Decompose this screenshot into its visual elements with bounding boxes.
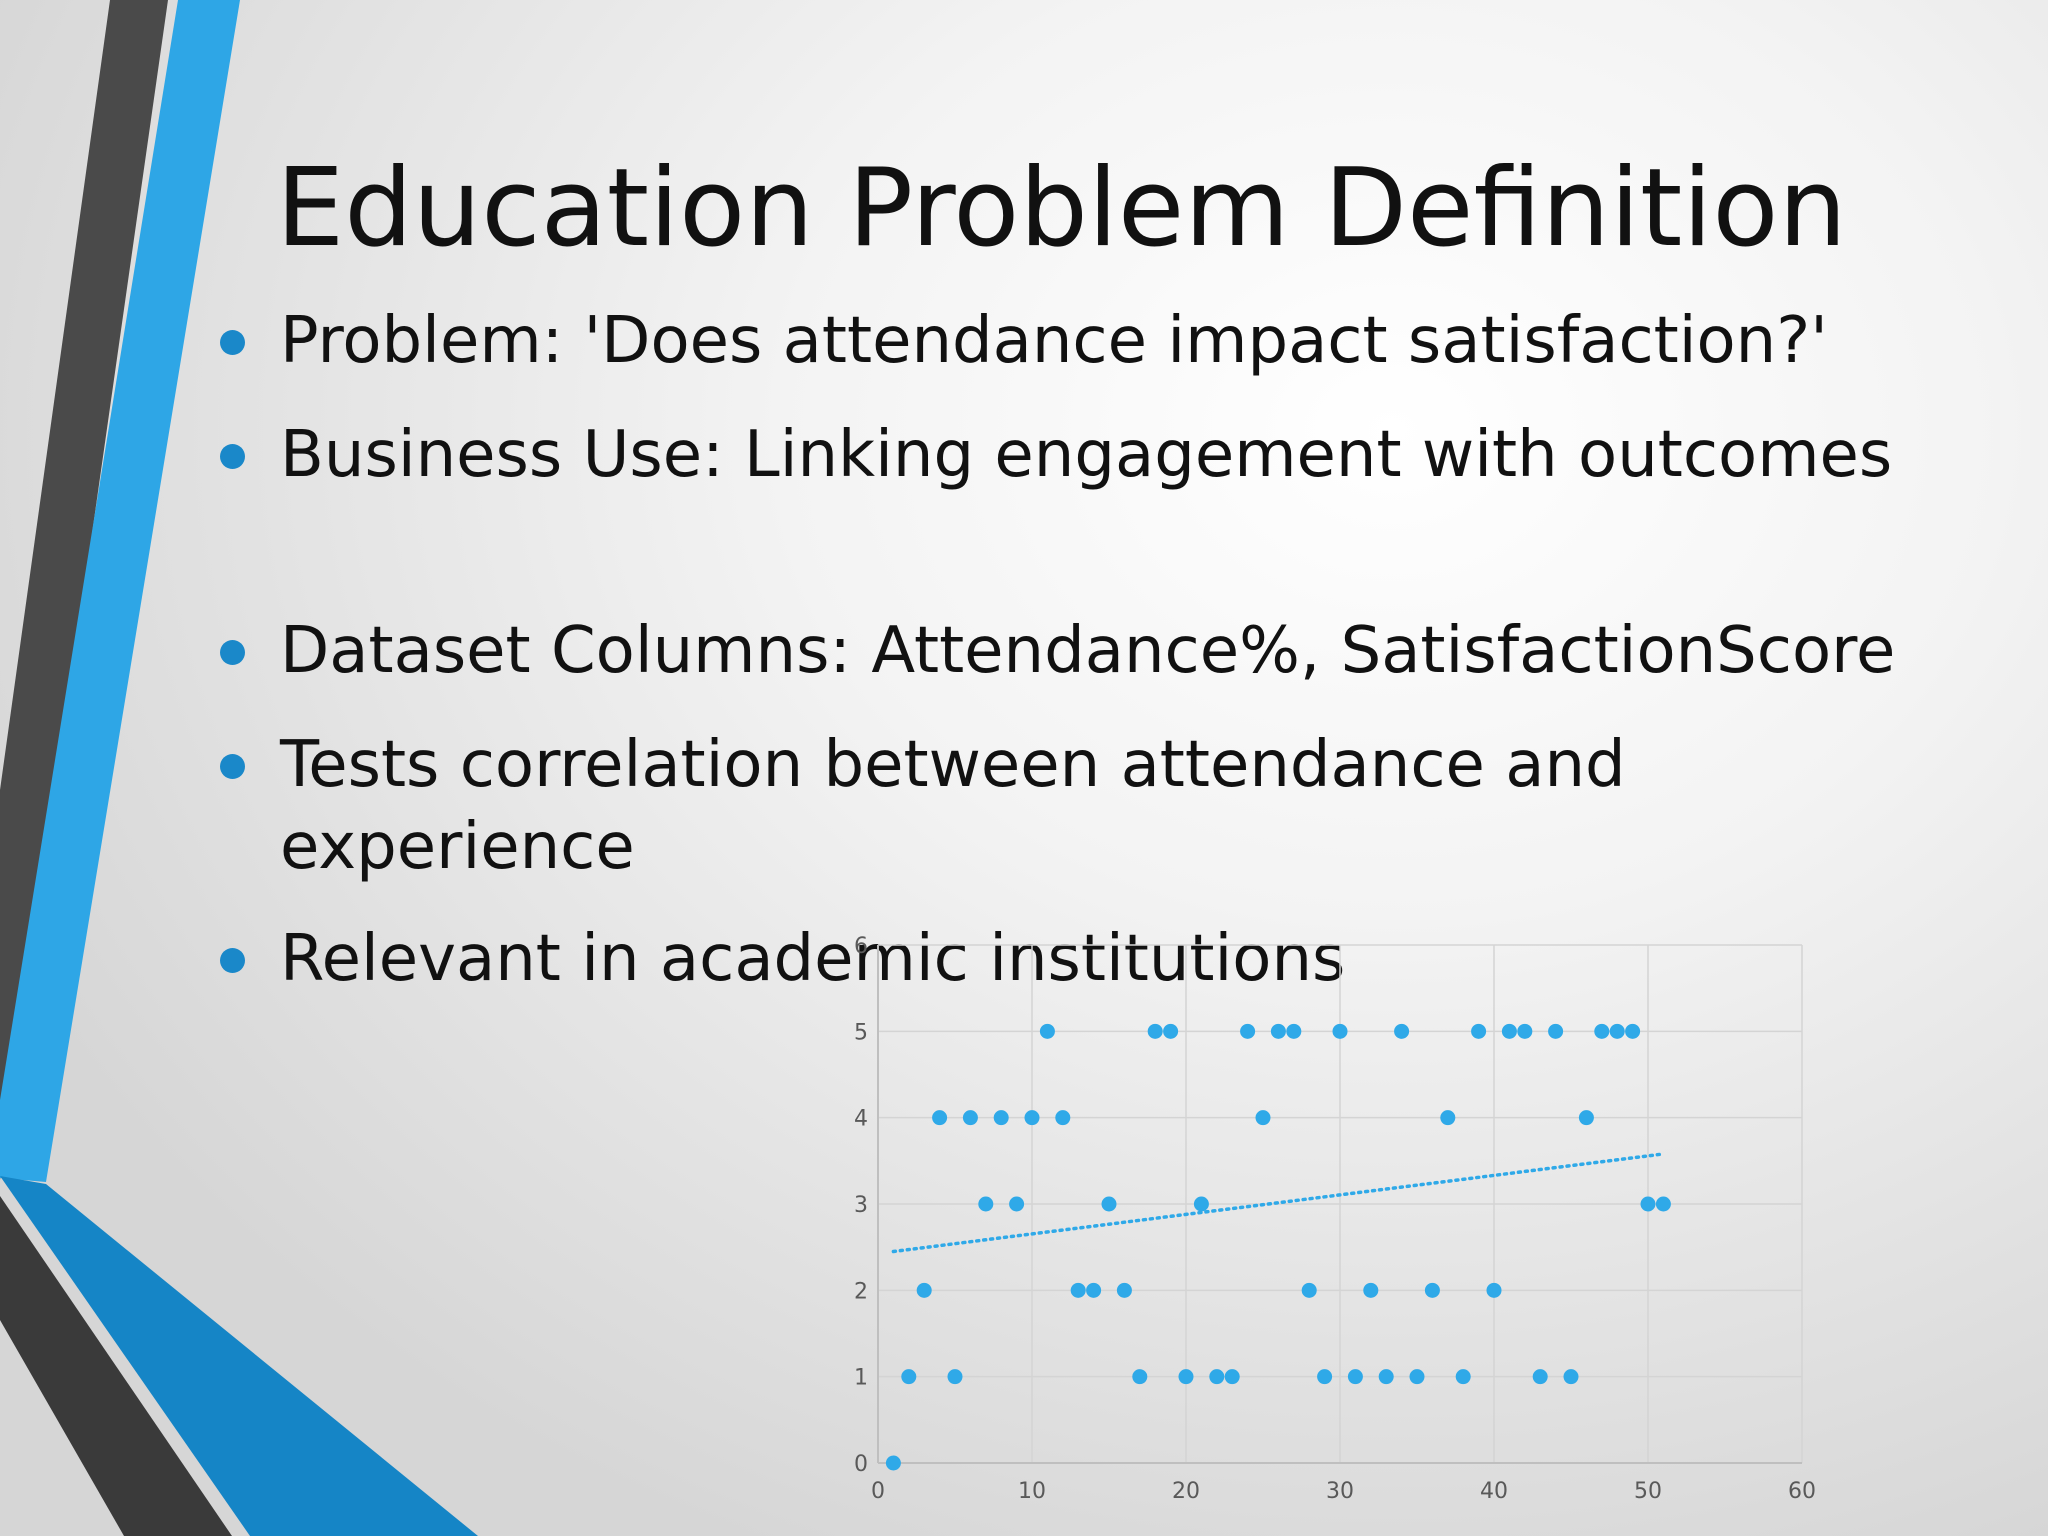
data-point	[1563, 1369, 1579, 1385]
bullet-item: Business Use: Linking engagement with ou…	[220, 414, 1940, 496]
bullet-item: Dataset Columns: Attendance%, Satisfacti…	[220, 610, 1940, 692]
bullet-text: Dataset Columns: Attendance%, Satisfacti…	[280, 614, 1896, 688]
data-point	[1440, 1110, 1456, 1126]
x-tick-label: 10	[1018, 1479, 1046, 1504]
data-point	[1255, 1110, 1271, 1126]
y-tick-label: 1	[854, 1366, 868, 1391]
data-point	[1055, 1110, 1071, 1126]
chart-axes	[877, 945, 1802, 1464]
data-point	[916, 1282, 932, 1298]
data-point	[1332, 1023, 1348, 1039]
data-point	[1455, 1369, 1471, 1385]
data-point	[978, 1196, 994, 1212]
y-tick-label: 0	[854, 1452, 868, 1477]
bullet-item: Relevant in academic institutions	[220, 918, 1940, 1000]
data-point	[1101, 1196, 1117, 1212]
data-point	[1240, 1023, 1256, 1039]
data-point	[1317, 1369, 1333, 1385]
data-point	[1193, 1196, 1209, 1212]
data-point	[1486, 1282, 1502, 1298]
data-point	[1147, 1023, 1163, 1039]
y-tick-label: 2	[854, 1279, 868, 1304]
x-tick-label: 40	[1480, 1479, 1508, 1504]
data-point	[1347, 1369, 1363, 1385]
bullet-text: Relevant in academic institutions	[280, 922, 1346, 996]
data-point	[1548, 1023, 1564, 1039]
data-point	[1501, 1023, 1517, 1039]
data-point	[1625, 1023, 1641, 1039]
blue-stripe-bottom	[0, 1176, 478, 1536]
y-tick-label: 6	[854, 934, 868, 959]
bullet-text: Business Use: Linking engagement with ou…	[280, 418, 1893, 492]
bullet-item: Problem: 'Does attendance impact satisfa…	[220, 300, 1940, 382]
x-tick-label: 50	[1634, 1479, 1662, 1504]
data-point	[1578, 1110, 1594, 1126]
data-point	[901, 1369, 917, 1385]
data-point	[993, 1110, 1009, 1126]
data-point	[1640, 1196, 1656, 1212]
bullet-dot	[220, 444, 245, 469]
data-point	[1163, 1023, 1179, 1039]
y-tick-label: 3	[854, 1193, 868, 1218]
data-point	[885, 1455, 901, 1471]
data-point	[1009, 1196, 1025, 1212]
x-tick-label: 60	[1788, 1479, 1816, 1504]
bullet-text: Problem: 'Does attendance impact satisfa…	[280, 304, 1828, 378]
chart-points	[885, 1023, 1671, 1471]
data-point	[1070, 1282, 1086, 1298]
y-tick-label: 4	[854, 1107, 868, 1132]
data-point	[962, 1110, 978, 1126]
data-point	[947, 1369, 963, 1385]
data-point	[1378, 1369, 1394, 1385]
data-point	[1609, 1023, 1625, 1039]
data-point	[1039, 1023, 1055, 1039]
bullet-dot	[220, 948, 245, 973]
x-tick-label: 0	[871, 1479, 885, 1504]
dark-stripe-bottom	[0, 1196, 232, 1536]
data-point	[1655, 1196, 1671, 1212]
data-point	[1471, 1023, 1487, 1039]
bullet-dot	[220, 640, 245, 665]
data-point	[1594, 1023, 1610, 1039]
data-point	[1409, 1369, 1425, 1385]
data-point	[1270, 1023, 1286, 1039]
data-point	[1116, 1282, 1132, 1298]
bullet-dot	[220, 330, 245, 355]
data-point	[1301, 1282, 1317, 1298]
data-point	[932, 1110, 948, 1126]
data-point	[1024, 1110, 1040, 1126]
blue-stripe-top	[0, 0, 240, 1182]
slide-title: Education Problem Definition	[276, 146, 1847, 271]
data-point	[1086, 1282, 1102, 1298]
trendline	[891, 1152, 1666, 1254]
data-point	[1363, 1282, 1379, 1298]
x-tick-label: 20	[1172, 1479, 1200, 1504]
data-point	[1286, 1023, 1302, 1039]
bullet-text: Tests correlation between attendance and…	[280, 728, 1626, 884]
data-point	[1532, 1369, 1548, 1385]
bullet-item: Tests correlation between attendance and…	[220, 724, 1940, 888]
data-point	[1209, 1369, 1225, 1385]
data-point	[1424, 1282, 1440, 1298]
data-point	[1132, 1369, 1148, 1385]
chart-trendline	[891, 1152, 1666, 1254]
data-point	[1517, 1023, 1533, 1039]
bullet-dot	[220, 754, 245, 779]
data-point	[1224, 1369, 1240, 1385]
data-point	[1178, 1369, 1194, 1385]
data-point	[1394, 1023, 1410, 1039]
x-tick-label: 30	[1326, 1479, 1354, 1504]
y-tick-label: 5	[854, 1020, 868, 1045]
